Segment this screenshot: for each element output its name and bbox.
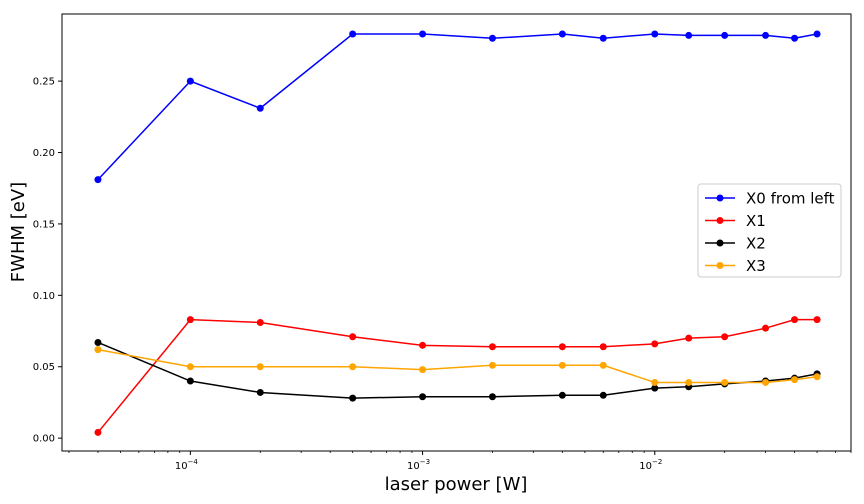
series-line-3	[97, 348, 818, 384]
y-axis-label: FWHM [eV]	[8, 182, 29, 282]
series-1-point-3	[349, 333, 357, 341]
legend-label-1: X1	[746, 212, 766, 230]
x-axis-label: laser power [W]	[385, 474, 528, 495]
series-0-point-4	[419, 30, 427, 38]
series-3-point-2	[256, 363, 264, 371]
series-3-point-0	[94, 346, 102, 354]
series-1-point-10	[721, 333, 729, 341]
series-3-point-5	[488, 361, 496, 369]
series-0-point-2	[256, 104, 264, 112]
x-tick-label-1: 10−3	[407, 458, 430, 472]
series-1-point-1	[186, 316, 194, 324]
series-0-point-1	[186, 77, 194, 85]
y-tick-label-5: 0.25	[33, 77, 55, 88]
series-0-point-0	[94, 176, 102, 184]
series-2-point-7	[599, 391, 607, 399]
series-0-point-10	[721, 31, 729, 39]
series-1-point-9	[685, 334, 693, 342]
y-tick-label-4: 0.20	[33, 148, 55, 159]
series-1-point-5	[488, 343, 496, 351]
series-3-point-4	[419, 366, 427, 374]
series-3-point-7	[599, 361, 607, 369]
series-0-point-8	[651, 30, 659, 38]
series-3-point-6	[558, 361, 566, 369]
x-axis: 10−4 10−3 10−2	[68, 451, 852, 472]
series-3-point-11	[762, 378, 770, 386]
series-3-point-1	[186, 363, 194, 371]
series-line-1	[97, 318, 818, 433]
series-0-point-11	[762, 31, 770, 39]
series-1-point-13	[813, 316, 821, 324]
series-0-point-13	[813, 30, 821, 38]
series-0-point-7	[599, 34, 607, 42]
series-1-point-2	[256, 318, 264, 326]
series-2-point-5	[488, 393, 496, 401]
y-tick-label-2: 0.10	[33, 291, 55, 302]
x-tick-label-2: 10−2	[639, 458, 662, 472]
series-2-point-0	[94, 338, 102, 346]
legend-marker-1	[716, 217, 724, 224]
series-2-point-8	[651, 384, 659, 392]
legend-marker-3	[716, 262, 724, 269]
x-tick-label-0: 10−4	[175, 458, 199, 472]
legend-marker-0	[716, 194, 724, 202]
legend: X0 from left X1 X2 X3	[697, 183, 842, 278]
series-3-point-12	[791, 376, 799, 384]
plot-frame	[61, 13, 852, 452]
series-2-point-4	[419, 393, 427, 401]
y-tick-label-3: 0.15	[33, 219, 55, 230]
series-0-point-12	[791, 34, 799, 42]
series-2-point-6	[558, 391, 566, 399]
series-3-point-8	[651, 378, 659, 386]
series-3-point-9	[685, 378, 693, 386]
series-0-point-3	[349, 30, 357, 38]
series-1-point-7	[599, 343, 607, 351]
series-1-point-0	[94, 428, 102, 436]
series-2-point-3	[349, 394, 357, 402]
y-tick-label-1: 0.05	[33, 362, 55, 373]
legend-label-0: X0 from left	[746, 190, 835, 208]
legend-box	[697, 183, 842, 278]
series-0-point-5	[488, 34, 496, 42]
series-3-point-3	[349, 363, 357, 371]
series-1-point-6	[558, 343, 566, 351]
series-1-point-8	[651, 340, 659, 348]
series-2-point-1	[186, 377, 194, 385]
legend-label-2: X2	[746, 235, 766, 253]
series-1-point-12	[791, 316, 799, 324]
series-line-2	[97, 341, 818, 399]
series-1-point-4	[419, 341, 427, 349]
series-0-point-9	[685, 31, 693, 39]
series-2-point-2	[256, 388, 264, 396]
series-3-point-10	[721, 378, 729, 386]
series-layer	[94, 30, 821, 436]
legend-marker-2	[716, 239, 724, 247]
y-axis: 0.00 0.05 0.10 0.15 0.20 0.25	[33, 77, 62, 445]
series-3-point-13	[813, 373, 821, 381]
y-tick-label-0: 0.00	[33, 434, 55, 445]
legend-label-3: X3	[746, 257, 766, 275]
series-1-point-11	[762, 324, 770, 332]
series-0-point-6	[558, 30, 566, 38]
series-line-0	[97, 33, 818, 181]
